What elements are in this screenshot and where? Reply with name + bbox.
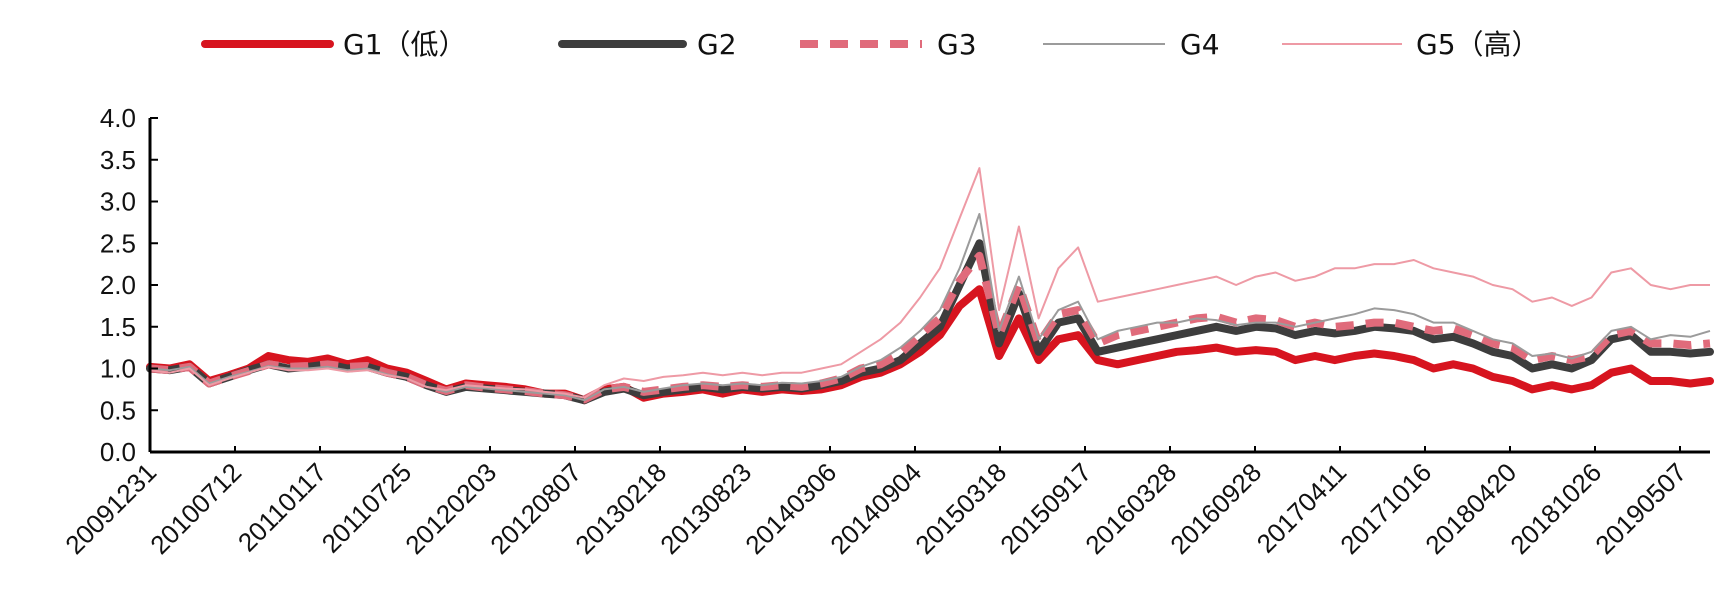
x-tick-label: 20170411 — [1251, 457, 1353, 559]
legend: G1（低） G2 G3 G4 G5（高） — [201, 28, 1540, 61]
x-tick-label: 20110117 — [232, 457, 332, 557]
legend-item-g4: G4 — [1043, 28, 1220, 61]
x-tick-label: 20110725 — [316, 457, 418, 559]
x-tick-label: 20171016 — [1334, 457, 1437, 560]
x-tick-label: 20100712 — [144, 457, 247, 560]
y-tick-label: 0.0 — [100, 437, 136, 467]
legend-item-g2: G2 — [558, 28, 737, 61]
y-tick-label: 4.0 — [100, 103, 136, 133]
legend-item-g5: G5（高） — [1282, 28, 1540, 61]
y-tick-label: 0.5 — [100, 395, 136, 425]
legend-label: G3 — [937, 28, 977, 61]
legend-label: G2 — [697, 28, 737, 61]
y-tick-label: 1.5 — [100, 312, 136, 342]
x-tick-label: 20120203 — [399, 457, 502, 560]
x-tick-label: 20130823 — [654, 457, 757, 560]
y-tick-label: 3.0 — [100, 187, 136, 217]
x-tick-label: 20140306 — [739, 457, 842, 560]
x-tick-label: 20160928 — [1164, 457, 1267, 560]
x-tick-label: 20190507 — [1589, 457, 1692, 560]
x-tick-label: 20181026 — [1504, 457, 1607, 560]
series-layer — [146, 167, 1714, 405]
legend-label: G1（低） — [343, 28, 467, 61]
series-line-g5 — [149, 167, 1710, 399]
x-tick-label: 20150917 — [994, 457, 1097, 560]
x-tick-label: 20180420 — [1419, 457, 1522, 560]
x-tick-label: 20150318 — [909, 457, 1012, 560]
y-tick-label: 2.0 — [100, 270, 136, 300]
y-tick-label: 3.5 — [100, 145, 136, 175]
x-tick-label: 20091231 — [59, 457, 162, 560]
legend-label: G4 — [1180, 28, 1220, 61]
series-line-g3 — [149, 251, 1711, 404]
y-tick-label: 1.0 — [100, 354, 136, 384]
x-tick-label: 20160328 — [1079, 457, 1182, 560]
x-tick-label: 20130218 — [569, 457, 672, 560]
legend-item-g3: G3 — [800, 28, 977, 61]
x-tick-label: 20120807 — [484, 457, 587, 560]
x-tick-label: 20140904 — [824, 457, 927, 560]
legend-item-g1: G1（低） — [201, 28, 467, 61]
y-tick-label: 2.5 — [100, 228, 136, 258]
legend-label: G5（高） — [1416, 28, 1540, 61]
